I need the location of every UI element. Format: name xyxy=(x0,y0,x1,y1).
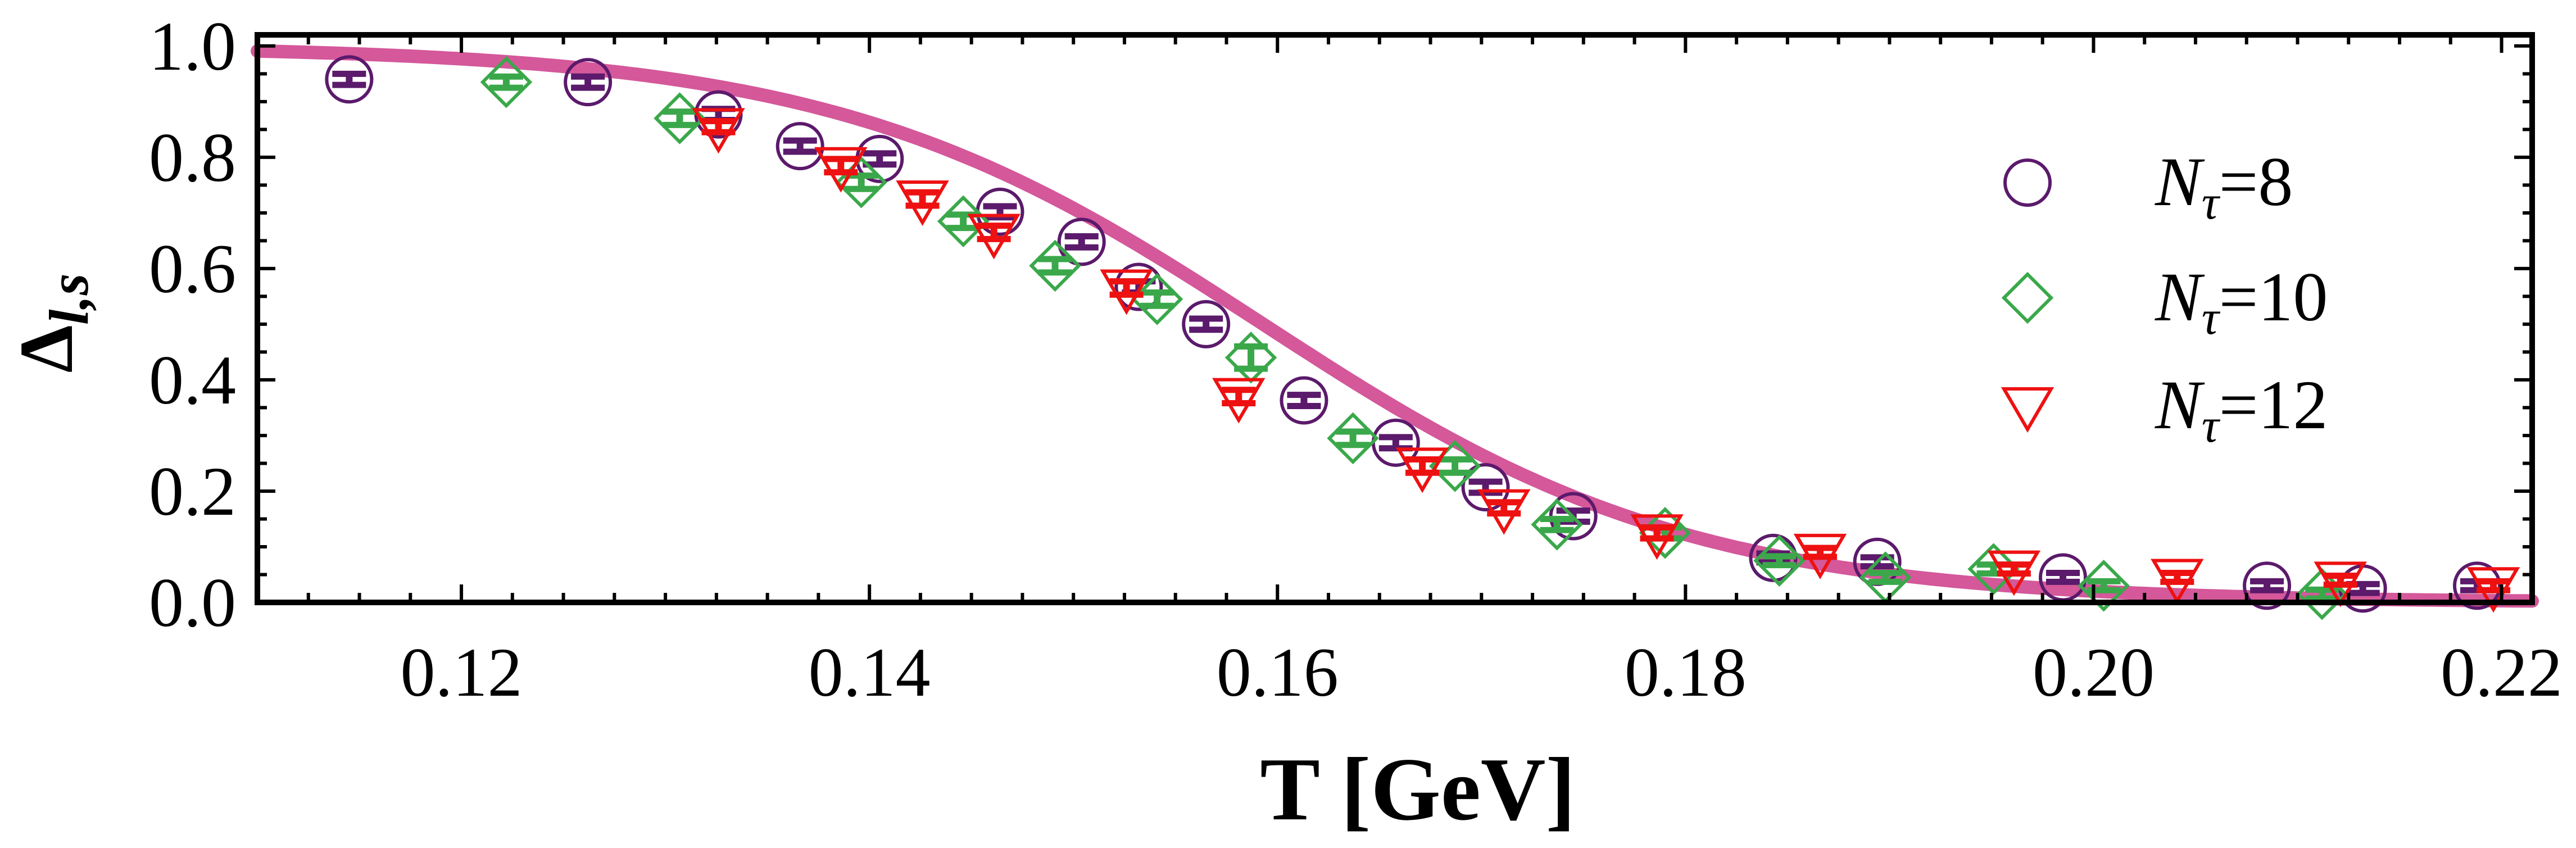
point-s2-p10 xyxy=(1987,550,2041,596)
curve-layer xyxy=(251,44,2539,608)
plot-frame xyxy=(255,32,2535,605)
point-s0-p16 xyxy=(2243,561,2292,610)
y-tick-label: 1.0 xyxy=(149,8,236,85)
y-tick-label: 0.8 xyxy=(149,119,236,196)
y-tick-label: 0.4 xyxy=(149,342,236,419)
x-axis-title: T [GeV] xyxy=(1260,739,1575,839)
y-axis-title-main: Δ xyxy=(4,325,89,373)
point-s2-p8 xyxy=(1630,514,1684,560)
point-s1-p14 xyxy=(2078,560,2130,612)
point-s2-p1 xyxy=(814,147,868,193)
point-s1-p0 xyxy=(480,56,533,108)
point-s2-p4 xyxy=(1100,269,1153,315)
y-tick-label: 0.0 xyxy=(149,564,236,641)
legend-label-2: Nτ=12 xyxy=(2155,366,2328,452)
x-tick-label: 0.22 xyxy=(2441,634,2563,711)
x-tick-label: 0.12 xyxy=(401,634,523,711)
point-s2-p5 xyxy=(1212,378,1266,424)
x-tick-label: 0.16 xyxy=(1217,634,1339,711)
point-s0-p6 xyxy=(1057,217,1106,266)
tick-label-layer: 0.12 0.14 0.16 0.18 0.20 0.22 0.0 0.2 0.4 0.6 0.8 1… xyxy=(149,8,2563,711)
legend-label-1: Nτ=10 xyxy=(2155,259,2328,344)
x-tick-label: 0.18 xyxy=(1625,634,1747,711)
point-s0-p8 xyxy=(1182,300,1231,348)
point-s0-p3 xyxy=(775,122,824,171)
point-s2-p2 xyxy=(896,180,949,226)
point-s1-p5 xyxy=(1131,273,1183,325)
point-s1-p9 xyxy=(1531,498,1583,551)
point-s2-p11 xyxy=(2151,559,2204,605)
point-s2-p7 xyxy=(1477,489,1531,535)
point-s0-p11 xyxy=(1461,463,1510,512)
legend-marker-1 xyxy=(2001,271,2054,324)
legend-marker-2 xyxy=(2001,387,2055,433)
y-tick-label: 0.2 xyxy=(149,453,236,530)
point-s0-p18 xyxy=(2452,561,2501,610)
point-s1-p7 xyxy=(1327,412,1379,465)
point-s2-p0 xyxy=(692,108,745,154)
y-axis-title-sub: l,s xyxy=(38,274,100,325)
point-s1-p3 xyxy=(937,195,990,247)
point-s1-p11 xyxy=(1753,534,1806,587)
point-s2-p9 xyxy=(1793,533,1847,579)
point-s0-p0 xyxy=(325,55,374,104)
legend-label-0: Nτ=8 xyxy=(2155,143,2293,229)
point-s2-p12 xyxy=(2314,561,2367,607)
tick-layer xyxy=(256,35,2532,604)
legend-marker-0 xyxy=(2003,158,2052,207)
point-s2-p6 xyxy=(1395,447,1449,493)
point-s1-p13 xyxy=(1967,543,2020,595)
x-tick-label: 0.14 xyxy=(809,634,931,711)
plot-border xyxy=(255,32,2535,605)
point-s0-p1 xyxy=(564,58,613,107)
point-s0-p7 xyxy=(1114,262,1163,311)
y-axis-title: Δl,s xyxy=(4,274,100,373)
model-curve xyxy=(251,44,2539,608)
x-tick-label: 0.20 xyxy=(2033,634,2155,711)
point-s2-p13 xyxy=(2466,567,2520,613)
point-s1-p4 xyxy=(1029,239,1081,292)
point-s2-p3 xyxy=(967,214,1021,260)
legend: Nτ=8 Nτ=10 Nτ=12 xyxy=(2001,143,2328,452)
points-layer xyxy=(325,55,2520,620)
y-tick-label: 0.6 xyxy=(149,230,236,307)
point-s0-p9 xyxy=(1280,376,1328,425)
